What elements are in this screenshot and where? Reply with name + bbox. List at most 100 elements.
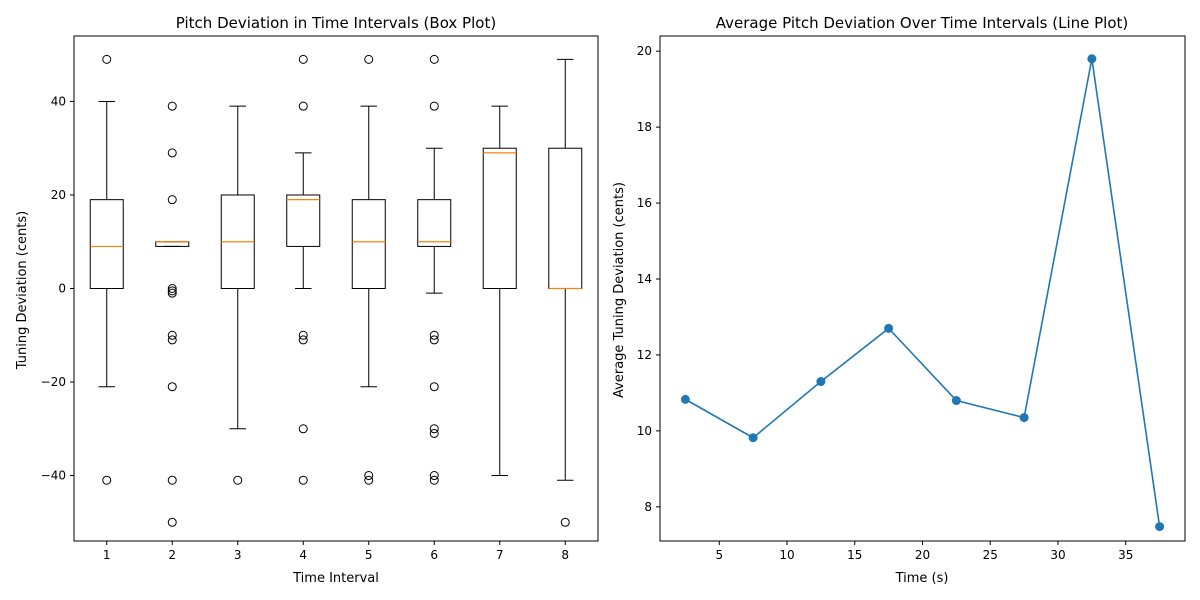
y-tick-label: 0 — [58, 282, 66, 296]
x-tick-label: 5 — [365, 548, 373, 562]
outlier-point — [298, 424, 308, 434]
outlier-point — [167, 335, 177, 345]
data-point — [951, 396, 961, 406]
x-tick-label: 20 — [915, 548, 930, 562]
outlier-point — [429, 475, 439, 485]
line-plot-chart: Average Pitch Deviation Over Time Interv… — [612, 14, 1186, 586]
data-point — [1087, 54, 1097, 64]
outlier-point — [298, 101, 308, 111]
x-tick-label: 2 — [168, 548, 176, 562]
outlier-point — [233, 475, 243, 485]
box-body — [482, 147, 517, 289]
y-tick-label: 16 — [637, 196, 652, 210]
outlier-point — [364, 475, 374, 485]
box-plot-marks — [89, 54, 583, 527]
box-plot-title: Pitch Deviation in Time Intervals (Box P… — [176, 14, 496, 32]
outlier-point — [429, 424, 439, 434]
box-3 — [220, 105, 255, 485]
box-1 — [89, 54, 124, 485]
box-5 — [351, 54, 386, 485]
y-tick-label: −20 — [41, 375, 66, 389]
data-point — [884, 323, 894, 333]
outlier-point — [298, 475, 308, 485]
x-tick-label: 15 — [847, 548, 862, 562]
series-line — [685, 58, 1161, 527]
outlier-point — [167, 286, 177, 296]
data-point — [1019, 413, 1029, 423]
outlier-point — [429, 54, 439, 64]
y-tick-label: 8 — [644, 500, 652, 514]
outlier-point — [364, 471, 374, 481]
box-body — [286, 194, 321, 247]
data-point — [1155, 522, 1165, 532]
box-6 — [417, 54, 452, 485]
outlier-point — [167, 517, 177, 527]
outlier-point — [102, 54, 112, 64]
x-tick-label: 5 — [715, 548, 723, 562]
outlier-point — [429, 335, 439, 345]
x-tick-label: 10 — [779, 548, 794, 562]
x-tick-label: 25 — [983, 548, 998, 562]
y-tick-label: 20 — [51, 188, 66, 202]
line-plot-title: Average Pitch Deviation Over Time Interv… — [716, 14, 1129, 32]
line-plot-frame — [659, 35, 1186, 542]
x-tick-label: 35 — [1118, 548, 1133, 562]
x-tick-label: 30 — [1050, 548, 1065, 562]
y-tick-label: −40 — [41, 469, 66, 483]
outlier-point — [298, 330, 308, 340]
line-plot-marks — [680, 54, 1165, 532]
line-plot-y-ticks: 8 10 12 14 16 18 20 — [637, 44, 660, 514]
box-plot-xlabel: Time Interval — [292, 571, 379, 586]
data-point — [816, 377, 826, 387]
box-7 — [482, 105, 517, 477]
outlier-point — [167, 288, 177, 298]
box-4 — [286, 54, 321, 485]
line-plot-x-ticks: 5 10 15 20 25 30 35 — [715, 541, 1133, 562]
y-tick-label: 18 — [637, 120, 652, 134]
y-tick-label: 14 — [637, 272, 652, 286]
line-plot-xlabel: Time (s) — [895, 571, 949, 586]
box-plot-x-ticks: 1 2 3 4 5 6 7 8 — [103, 541, 569, 562]
outlier-point — [298, 54, 308, 64]
box-plot-chart: Pitch Deviation in Time Intervals (Box P… — [15, 14, 599, 586]
box-body — [417, 199, 452, 247]
x-tick-label: 6 — [430, 548, 438, 562]
data-point — [680, 394, 690, 404]
box-plot-y-ticks: −40 −20 0 20 40 — [41, 94, 74, 483]
outlier-point — [167, 284, 177, 293]
box-plot-frame — [73, 35, 599, 542]
box-body — [351, 199, 386, 289]
outlier-point — [167, 101, 177, 111]
y-tick-label: 40 — [51, 94, 66, 108]
data-point — [748, 433, 758, 443]
line-plot-ylabel: Average Tuning Deviation (cents) — [612, 182, 627, 398]
x-tick-label: 3 — [234, 548, 242, 562]
y-tick-label: 20 — [637, 44, 652, 58]
x-tick-label: 8 — [561, 548, 569, 562]
y-tick-label: 12 — [637, 348, 652, 362]
outlier-point — [429, 101, 439, 111]
outlier-point — [167, 382, 177, 392]
outlier-point — [364, 54, 374, 64]
outlier-point — [167, 475, 177, 485]
outlier-point — [102, 475, 112, 485]
outlier-point — [167, 195, 177, 205]
box-8 — [548, 58, 583, 527]
outlier-point — [167, 330, 177, 340]
box-plot-ylabel: Tuning Deviation (cents) — [15, 211, 30, 370]
outlier-point — [429, 330, 439, 340]
outlier-point — [429, 471, 439, 481]
x-tick-label: 1 — [103, 548, 111, 562]
y-tick-label: 10 — [637, 424, 652, 438]
outlier-point — [167, 148, 177, 158]
outlier-point — [429, 382, 439, 392]
x-tick-label: 4 — [299, 548, 307, 562]
box-2 — [155, 101, 190, 527]
outlier-point — [298, 335, 308, 345]
outlier-point — [429, 428, 439, 438]
box-body — [89, 199, 124, 289]
x-tick-label: 7 — [496, 548, 504, 562]
outlier-point — [560, 517, 570, 527]
